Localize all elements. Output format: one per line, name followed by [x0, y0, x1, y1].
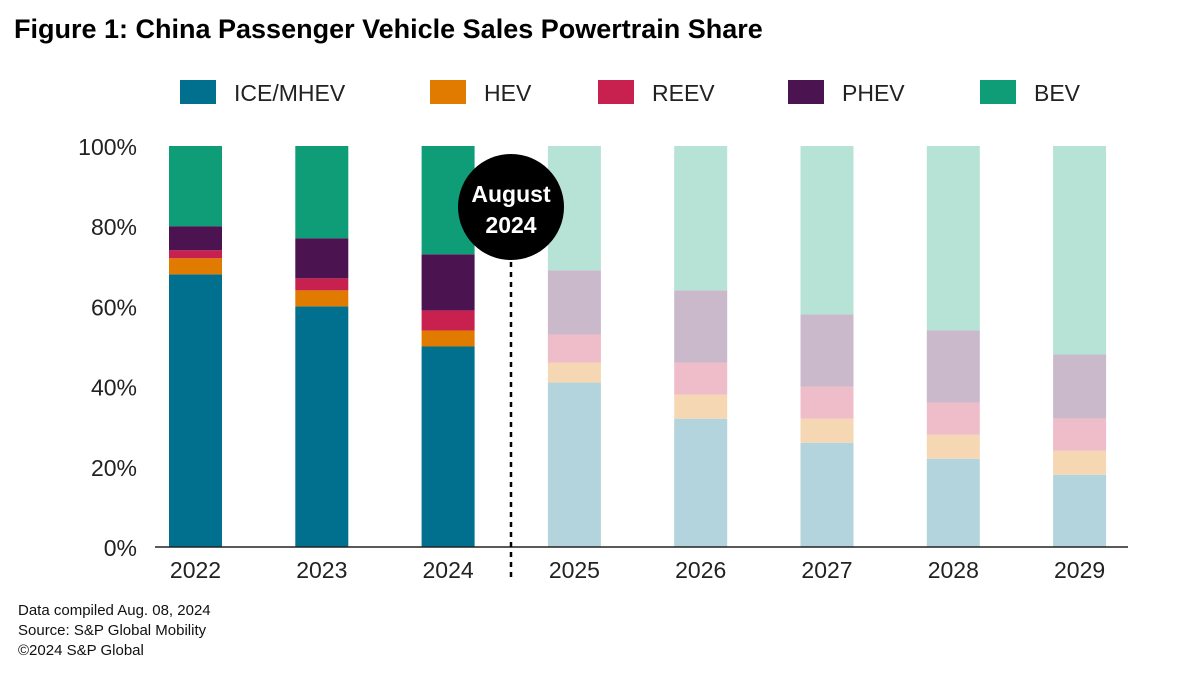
bar-2026-phev: [674, 290, 728, 363]
legend-label-bev: BEV: [1034, 80, 1081, 106]
bar-2024-hev: [421, 330, 475, 347]
bar-2023-reev: [295, 278, 349, 291]
x-tick-label-2028: 2028: [928, 557, 979, 583]
bar-2023-phev: [295, 238, 349, 279]
x-tick-label-2023: 2023: [296, 557, 347, 583]
bar-2024-reev: [421, 310, 475, 331]
bars: [169, 146, 1107, 547]
bar-2023-bev: [295, 146, 349, 239]
bar-2025-phev: [547, 270, 601, 335]
x-tick-label-2026: 2026: [675, 557, 726, 583]
bar-2022-hev: [169, 258, 222, 275]
x-tick-label-2029: 2029: [1054, 557, 1105, 583]
bar-2026-bev: [674, 146, 728, 291]
bar-2026-ice-mhev: [674, 418, 728, 547]
bar-2022-ice-mhev: [169, 274, 222, 547]
bar-2028-bev: [926, 146, 980, 331]
bar-2029-reev: [1053, 418, 1107, 451]
bar-2026-reev: [674, 362, 728, 395]
legend-swatch-ice-mhev: [180, 80, 216, 104]
x-axis: 2022 2023 2024 2025 2026 2027 2028 2029: [170, 557, 1105, 583]
bar-2029-bev: [1053, 146, 1107, 355]
bar-2027-ice-mhev: [800, 442, 854, 547]
x-tick-label-2022: 2022: [170, 557, 221, 583]
annotation-label-month: August: [471, 181, 551, 207]
august-2024-annotation: August 2024: [458, 154, 564, 580]
bar-2029-hev: [1053, 450, 1107, 475]
bar-2025-reev: [547, 334, 601, 363]
bar-2028-reev: [926, 402, 980, 435]
annotation-circle: [458, 154, 564, 260]
bar-2029-phev: [1053, 354, 1107, 419]
legend-label-phev: PHEV: [842, 80, 905, 106]
annotation-label-year: 2024: [485, 212, 536, 238]
y-tick-label: 80%: [91, 214, 137, 240]
footer-source: Source: S&P Global Mobility: [18, 622, 207, 639]
legend: ICE/MHEV HEV REEV PHEV BEV: [180, 80, 1081, 106]
legend-swatch-reev: [598, 80, 634, 104]
footer-copyright: ©2024 S&P Global: [18, 642, 144, 659]
bar-2023-hev: [295, 290, 349, 307]
y-axis: 0% 20% 40% 60% 80% 100%: [78, 134, 137, 561]
bar-2029-ice-mhev: [1053, 474, 1107, 547]
chart-title: Figure 1: China Passenger Vehicle Sales …: [14, 14, 763, 44]
bar-2024-phev: [421, 254, 475, 311]
bar-2025-ice-mhev: [547, 382, 601, 547]
bar-2028-hev: [926, 434, 980, 459]
bar-2022-phev: [169, 226, 222, 251]
bar-2028-phev: [926, 330, 980, 403]
x-tick-label-2024: 2024: [423, 557, 474, 583]
bar-2028-ice-mhev: [926, 458, 980, 547]
stacked-bar-chart: ICE/MHEV HEV REEV PHEV BEV 0% 20% 40% 60% 80% 100…: [78, 80, 1128, 583]
legend-swatch-hev: [430, 80, 466, 104]
bar-2027-reev: [800, 386, 854, 419]
bar-2022-bev: [169, 146, 222, 227]
bar-2027-phev: [800, 314, 854, 387]
y-tick-label: 40%: [91, 375, 137, 401]
bar-2022-reev: [169, 250, 222, 259]
y-tick-label: 20%: [91, 455, 137, 481]
y-tick-label: 0%: [104, 535, 137, 561]
legend-label-hev: HEV: [484, 80, 532, 106]
legend-label-reev: REEV: [652, 80, 715, 106]
bar-2026-hev: [674, 394, 728, 419]
legend-swatch-phev: [788, 80, 824, 104]
bar-2023-ice-mhev: [295, 306, 349, 547]
bar-2024-ice-mhev: [421, 346, 475, 547]
y-tick-label: 100%: [78, 134, 137, 160]
footer-data-compiled: Data compiled Aug. 08, 2024: [18, 602, 211, 619]
y-tick-label: 60%: [91, 294, 137, 320]
bar-2027-bev: [800, 146, 854, 315]
legend-label-ice-mhev: ICE/MHEV: [234, 80, 346, 106]
x-tick-label-2027: 2027: [801, 557, 852, 583]
x-tick-label-2025: 2025: [549, 557, 600, 583]
bar-2027-hev: [800, 418, 854, 443]
legend-swatch-bev: [980, 80, 1016, 104]
bar-2025-hev: [547, 362, 601, 383]
